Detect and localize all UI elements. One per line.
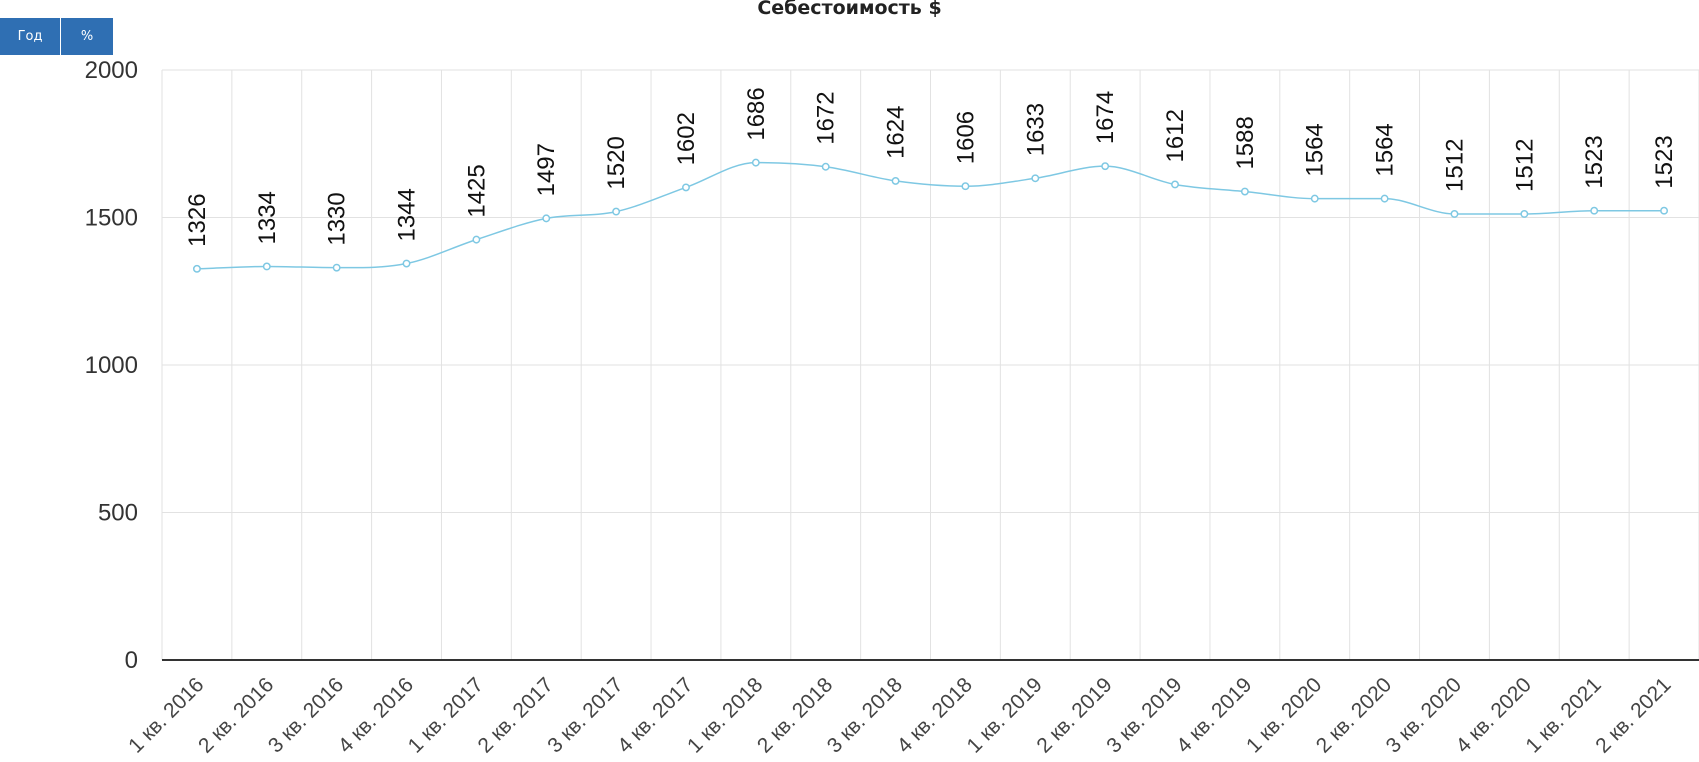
x-tick-label: 3 кв. 2017 [543,673,627,757]
y-tick-label: 500 [98,500,138,527]
data-label: 1523 [1651,135,1678,188]
x-tick-label: 2 кв. 2016 [194,673,278,757]
x-tick-label: 3 кв. 2019 [1102,673,1186,757]
data-point [1031,174,1040,183]
y-tick-label: 1500 [85,205,138,232]
data-label: 1686 [743,87,770,140]
data-point [402,259,411,268]
data-point [682,183,690,192]
data-point [542,214,551,223]
x-tick-label: 3 кв. 2018 [823,673,907,757]
data-label: 1672 [813,91,840,144]
data-point [1380,194,1389,203]
x-tick-label: 1 кв. 2020 [1242,673,1326,757]
series-line [196,161,1665,270]
data-point [332,263,341,272]
x-tick-label: 3 кв. 2020 [1382,673,1466,757]
data-point [1520,210,1529,218]
data-label: 1564 [1372,123,1399,176]
data-point [821,162,830,171]
data-label: 1334 [254,191,281,244]
data-point [612,207,621,216]
x-tick-label: 1 кв. 2018 [683,673,767,757]
data-label: 1606 [952,111,979,164]
data-label: 1497 [533,143,560,196]
data-label: 1523 [1581,135,1608,188]
data-point [1240,187,1249,196]
data-point [751,158,760,167]
x-tick-label: 1 кв. 2017 [404,673,488,757]
data-label: 1624 [883,106,910,159]
data-label: 1330 [324,192,351,245]
x-tick-label: 4 кв. 2018 [893,673,977,757]
data-point [1171,180,1179,189]
x-tick-label: 2 кв. 2017 [473,673,557,757]
data-point [891,176,900,185]
x-tick-label: 4 кв. 2020 [1452,673,1536,757]
data-point [1660,206,1669,215]
data-label: 1633 [1022,103,1049,156]
data-label: 1602 [673,112,700,165]
data-label: 1564 [1302,123,1329,176]
y-tick-label: 0 [125,647,138,674]
data-label: 1588 [1232,116,1259,169]
x-tick-label: 2 кв. 2019 [1032,673,1116,757]
x-tick-label: 2 кв. 2021 [1591,673,1675,757]
x-tick-label: 1 кв. 2019 [963,673,1047,757]
y-tick-label: 2000 [85,57,138,84]
x-tick-label: 1 кв. 2016 [124,673,208,757]
x-tick-label: 3 кв. 2016 [264,673,348,757]
data-label: 1612 [1162,109,1189,162]
percent-button[interactable]: % [61,18,113,55]
data-point [1450,210,1459,218]
x-tick-label: 2 кв. 2018 [753,673,837,757]
data-point [472,235,481,244]
x-tick-label: 2 кв. 2020 [1312,673,1396,757]
chart-title: Себестоимость $ [757,0,942,19]
year-button[interactable]: Год [0,18,60,55]
chart-toolbar: Год % [0,18,113,55]
data-point [961,182,970,191]
data-label: 1520 [603,136,630,189]
data-label: 1674 [1092,91,1119,144]
data-label: 1512 [1441,139,1468,192]
data-point [262,262,271,271]
data-label: 1326 [184,193,211,246]
x-tick-label: 4 кв. 2017 [613,673,697,757]
data-label: 1512 [1511,139,1538,192]
data-label: 1425 [463,164,490,217]
data-point [1101,162,1110,171]
x-tick-label: 1 кв. 2021 [1521,673,1605,757]
data-point [1590,206,1599,215]
y-tick-label: 1000 [85,352,138,379]
x-tick-label: 4 кв. 2016 [334,673,418,757]
data-point [192,264,201,273]
data-point [1310,194,1319,203]
x-tick-label: 4 кв. 2019 [1172,673,1256,757]
data-label: 1344 [394,188,421,241]
